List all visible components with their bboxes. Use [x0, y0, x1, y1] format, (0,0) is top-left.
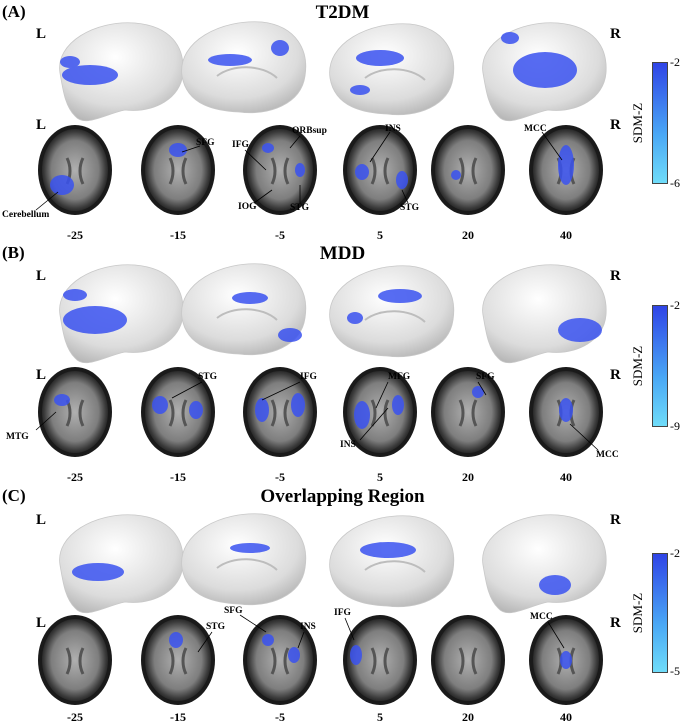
slice-z: -15: [170, 228, 186, 242]
slice-z: 40: [560, 228, 572, 242]
colorbar-title: SDM-Z: [630, 102, 646, 144]
region-label: INS: [300, 622, 316, 632]
left-slice-label: L: [36, 615, 47, 631]
panel-title: Overlapping Region: [260, 486, 425, 507]
slice-z: -25: [67, 228, 83, 242]
colorbar-max: -2: [670, 546, 680, 560]
right-hemisphere-label: R: [610, 512, 621, 528]
slice-z: 20: [462, 470, 474, 484]
panel-a-surfaces: [59, 20, 607, 122]
slice-z: 40: [560, 710, 572, 724]
colorbar: [652, 553, 668, 673]
left-slice-label: L: [36, 117, 47, 133]
region-label: IFG: [300, 372, 317, 382]
slice-z: -5: [275, 470, 285, 484]
panel-title: MDD: [319, 243, 366, 264]
region-label: IOG: [238, 202, 257, 212]
panel-title: T2DM: [315, 2, 370, 23]
right-slice-label: R: [610, 117, 621, 133]
region-label: MTG: [6, 432, 29, 442]
slice-z: 20: [462, 710, 474, 724]
left-hemisphere-label: L: [36, 512, 47, 528]
left-slice-label: L: [36, 367, 47, 383]
colorbar: [652, 62, 668, 184]
right-hemisphere-label: R: [610, 268, 621, 284]
left-hemisphere-label: L: [36, 26, 47, 42]
leader-lines: [35, 131, 599, 653]
colorbar-min: -6: [670, 176, 680, 190]
right-hemisphere-label: R: [610, 26, 621, 42]
slice-z: 5: [377, 228, 383, 242]
colorbar: [652, 305, 668, 427]
region-label: STG: [290, 203, 310, 213]
colorbar-title: SDM-Z: [630, 345, 646, 387]
slice-z: -5: [275, 228, 285, 242]
region-label: IFG: [232, 140, 249, 150]
colorbar-max: -2: [670, 55, 680, 69]
panel-letter: (C): [2, 486, 26, 505]
region-label: MCC: [530, 612, 553, 622]
region-label: ORBsup: [292, 126, 327, 136]
slice-z: 20: [462, 228, 474, 242]
region-label: SFG: [196, 138, 215, 148]
right-slice-label: R: [610, 615, 621, 631]
colorbar-max: -2: [670, 298, 680, 312]
slice-z: 5: [377, 470, 383, 484]
right-slice-label: R: [610, 367, 621, 383]
region-label: MCC: [596, 450, 619, 460]
panel-c-slices: [36, 613, 605, 707]
colorbar-min: -5: [670, 664, 680, 678]
colorbar-title: SDM-Z: [630, 592, 646, 634]
left-hemisphere-label: L: [36, 268, 47, 284]
region-label: INS: [340, 440, 356, 450]
region-label: MFG: [388, 372, 411, 382]
panel-letter: (A): [2, 2, 26, 21]
slice-z: 40: [560, 470, 572, 484]
region-label: MCC: [524, 124, 547, 134]
panel-b-surfaces: [59, 262, 607, 364]
slice-z: -25: [67, 710, 83, 724]
region-label: STG: [400, 203, 420, 213]
region-label: STG: [206, 622, 226, 632]
slice-z: -5: [275, 710, 285, 724]
slice-z: 5: [377, 710, 383, 724]
region-label: SFG: [476, 372, 495, 382]
slice-z: -15: [170, 710, 186, 724]
region-label: SFG: [224, 606, 243, 616]
region-label: INS: [385, 124, 401, 134]
panel-letter: (B): [2, 243, 25, 262]
region-label: Cerebellum: [2, 210, 50, 220]
region-label: STG: [198, 372, 218, 382]
colorbar-min: -9: [670, 419, 680, 433]
panel-a-slices: [36, 123, 605, 217]
panel-c-surfaces: [59, 512, 607, 614]
slice-z: -15: [170, 470, 186, 484]
panel-b-slices: [36, 365, 605, 459]
region-label: IFG: [334, 608, 351, 618]
slice-z: -25: [67, 470, 83, 484]
